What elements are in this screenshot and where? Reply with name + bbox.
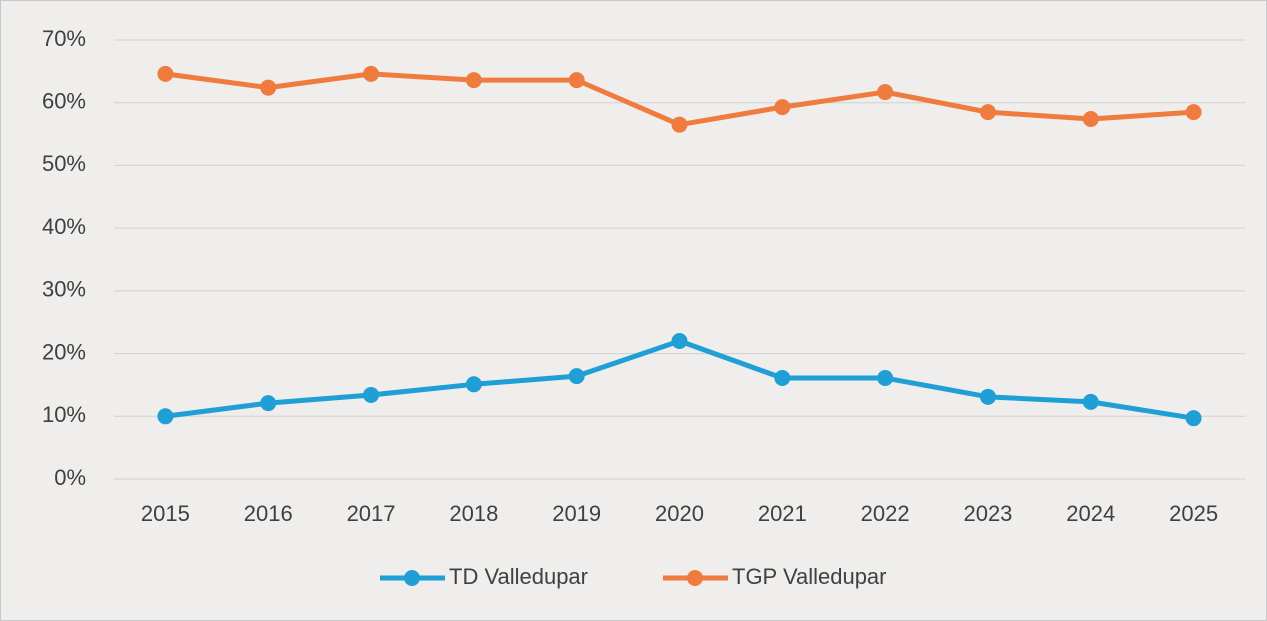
point	[568, 368, 585, 385]
x-tick-label: 2022	[861, 501, 910, 526]
legend-marker	[404, 570, 420, 586]
x-tick-label: 2024	[1066, 501, 1115, 526]
point	[363, 65, 380, 82]
point	[979, 388, 996, 405]
x-tick-label: 2025	[1169, 501, 1218, 526]
legend-label: TD Valledupar	[449, 564, 588, 589]
y-tick-label: 70%	[42, 26, 86, 51]
point	[465, 72, 482, 89]
y-tick-label: 30%	[42, 277, 86, 302]
point	[877, 370, 894, 387]
x-tick-label: 2023	[963, 501, 1012, 526]
point	[157, 65, 174, 82]
y-tick-label: 60%	[42, 89, 86, 114]
point	[260, 395, 277, 412]
point	[465, 376, 482, 393]
point	[671, 116, 688, 133]
y-tick-label: 50%	[42, 151, 86, 176]
x-tick-label: 2015	[141, 501, 190, 526]
point	[260, 79, 277, 96]
x-tick-label: 2016	[244, 501, 293, 526]
point	[568, 72, 585, 89]
point	[979, 104, 996, 121]
legend-marker	[687, 570, 703, 586]
x-tick-label: 2017	[347, 501, 396, 526]
legend-label: TGP Valledupar	[732, 564, 887, 589]
point	[363, 386, 380, 403]
y-tick-label: 0%	[54, 465, 86, 490]
point	[877, 84, 894, 101]
x-tick-label: 2019	[552, 501, 601, 526]
y-tick-label: 20%	[42, 339, 86, 364]
x-tick-label: 2018	[449, 501, 498, 526]
point	[671, 333, 688, 350]
y-tick-label: 10%	[42, 402, 86, 427]
point	[1082, 111, 1099, 128]
point	[1185, 104, 1202, 121]
point	[774, 99, 791, 116]
point	[774, 370, 791, 387]
x-tick-label: 2021	[758, 501, 807, 526]
point	[1185, 410, 1202, 427]
x-tick-label: 2020	[655, 501, 704, 526]
y-tick-label: 40%	[42, 214, 86, 239]
point	[1082, 393, 1099, 410]
point	[157, 408, 174, 425]
